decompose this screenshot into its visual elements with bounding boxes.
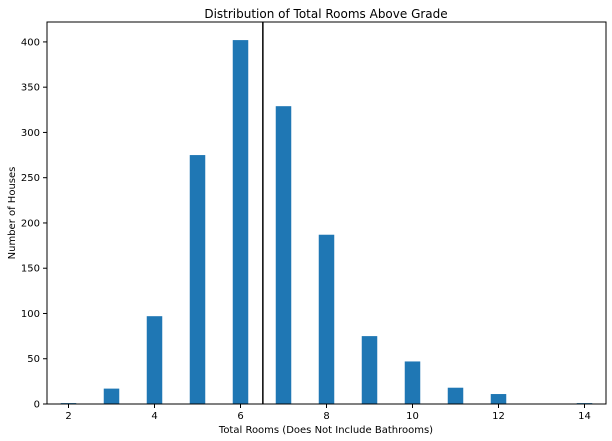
x-tick-label: 4 xyxy=(151,411,157,422)
y-tick-label: 150 xyxy=(21,264,40,275)
x-tick-label: 6 xyxy=(237,411,243,422)
bar-rooms-5 xyxy=(189,155,206,404)
bar-rooms-8 xyxy=(318,234,335,404)
x-tick-label: 14 xyxy=(578,411,591,422)
bar-rooms-3 xyxy=(103,388,120,404)
bar-rooms-6 xyxy=(232,40,249,404)
bar-rooms-9 xyxy=(361,336,378,404)
y-tick-label: 350 xyxy=(21,83,40,94)
bar-rooms-10 xyxy=(404,361,421,404)
y-axis-label: Number of Houses xyxy=(7,167,18,260)
x-tick-label: 8 xyxy=(323,411,329,422)
chart-title: Distribution of Total Rooms Above Grade xyxy=(204,7,447,21)
y-tick-label: 300 xyxy=(21,128,40,139)
x-axis-label: Total Rooms (Does Not Include Bathrooms) xyxy=(218,425,433,436)
y-tick-label: 400 xyxy=(21,37,40,48)
y-tick-label: 200 xyxy=(21,218,40,229)
bar-rooms-12 xyxy=(490,394,507,404)
plot-frame xyxy=(46,21,607,405)
x-tick-label: 2 xyxy=(65,411,71,422)
bars-group xyxy=(60,40,593,405)
x-tick-label: 10 xyxy=(406,411,419,422)
bar-rooms-4 xyxy=(146,316,163,404)
bar-rooms-11 xyxy=(447,387,464,404)
y-tick-label: 50 xyxy=(27,354,40,365)
y-tick-label: 100 xyxy=(21,309,40,320)
x-tick-label: 12 xyxy=(492,411,505,422)
y-tick-label: 0 xyxy=(34,400,40,411)
bar-rooms-7 xyxy=(275,106,292,405)
x-axis-ticks: 2 4 6 8 10 12 14 xyxy=(65,404,591,422)
y-axis-ticks: 0 50 100 150 200 250 300 350 400 xyxy=(21,37,47,411)
y-tick-label: 250 xyxy=(21,173,40,184)
